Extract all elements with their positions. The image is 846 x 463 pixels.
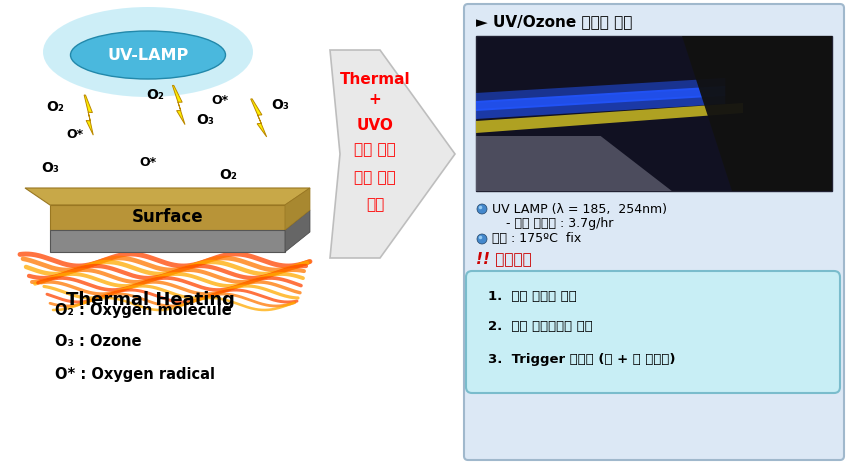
Ellipse shape [43, 7, 253, 97]
Circle shape [479, 236, 482, 239]
Circle shape [477, 204, 487, 214]
Polygon shape [683, 36, 832, 191]
Text: 3.  Trigger 에너지 (빛 + 열 에너지): 3. Trigger 에너지 (빛 + 열 에너지) [488, 352, 675, 365]
Polygon shape [285, 210, 310, 252]
Text: O₂: O₂ [146, 88, 164, 102]
Text: Surface: Surface [132, 208, 204, 226]
Polygon shape [25, 188, 310, 205]
FancyBboxPatch shape [466, 271, 840, 393]
Text: O₂ : Oxygen molecule: O₂ : Oxygen molecule [55, 302, 232, 318]
Polygon shape [250, 99, 266, 137]
Text: O*: O* [67, 129, 84, 142]
FancyBboxPatch shape [464, 4, 844, 460]
Text: O*: O* [212, 94, 228, 106]
Circle shape [479, 206, 482, 209]
Ellipse shape [70, 31, 226, 79]
Polygon shape [285, 188, 310, 230]
Polygon shape [476, 136, 672, 191]
Text: 전용 챔버: 전용 챔버 [354, 170, 396, 186]
Circle shape [477, 234, 487, 244]
Text: O₃: O₃ [271, 98, 289, 112]
Polygon shape [476, 94, 725, 119]
Text: +: + [369, 93, 382, 107]
Text: - 오존 발생량 : 3.7g/hr: - 오존 발생량 : 3.7g/hr [498, 218, 613, 231]
Text: 2.  자체 패시베이션 효과: 2. 자체 패시베이션 효과 [488, 320, 593, 333]
Text: O₂: O₂ [219, 168, 237, 182]
Text: ► UV/Ozone 열처리 장비: ► UV/Ozone 열처리 장비 [476, 14, 632, 30]
Polygon shape [476, 86, 725, 111]
Polygon shape [173, 85, 185, 125]
Text: O*: O* [140, 156, 157, 169]
Text: !! 기대효과: !! 기대효과 [476, 251, 532, 267]
Polygon shape [50, 205, 285, 230]
Polygon shape [476, 78, 725, 103]
Polygon shape [330, 50, 455, 258]
Text: UVO: UVO [356, 118, 393, 132]
Text: O₃ : Ozone: O₃ : Ozone [55, 334, 141, 350]
Text: 후속 공정: 후속 공정 [354, 143, 396, 157]
Text: 1.  산소 결함의 감소: 1. 산소 결함의 감소 [488, 290, 577, 304]
Text: 온도 : 175ºC  fix: 온도 : 175ºC fix [492, 232, 581, 245]
Text: O₃: O₃ [41, 161, 59, 175]
Text: UV-LAMP: UV-LAMP [107, 48, 189, 63]
Polygon shape [84, 95, 93, 135]
Text: O* : Oxygen radical: O* : Oxygen radical [55, 367, 215, 382]
Text: UV LAMP (λ = 185,  254nm): UV LAMP (λ = 185, 254nm) [492, 202, 667, 215]
Text: O₃: O₃ [196, 113, 214, 127]
Polygon shape [476, 103, 743, 133]
Text: O₂: O₂ [46, 100, 64, 114]
Polygon shape [50, 230, 285, 252]
Bar [476, 36, 832, 191]
Text: Thermal Heating: Thermal Heating [65, 291, 234, 309]
Text: Thermal: Thermal [340, 73, 410, 88]
Text: 제작: 제작 [365, 198, 384, 213]
